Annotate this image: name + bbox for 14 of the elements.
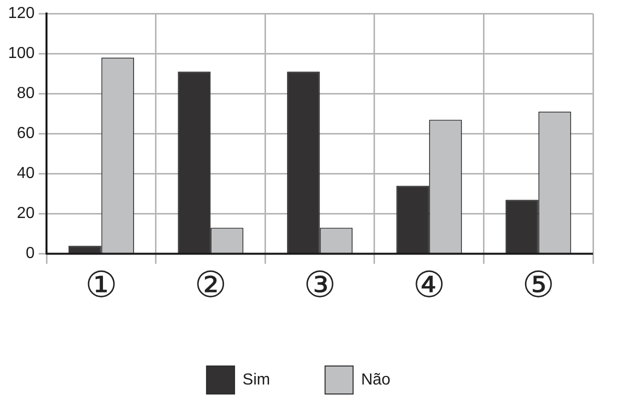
legend-label: Não [361, 371, 391, 388]
y-tick-label: 80 [16, 85, 35, 102]
y-tick-label: 120 [8, 5, 35, 22]
x-tick-label: ③ [304, 264, 336, 306]
legend-label: Sim [242, 371, 270, 388]
x-tick-label: ① [85, 264, 118, 306]
y-tick-label: 20 [16, 205, 35, 222]
x-tick-label: ⑤ [522, 264, 555, 306]
y-tick-label: 40 [16, 165, 35, 182]
y-tick-label: 100 [8, 45, 35, 62]
x-tick-label: ④ [412, 264, 446, 306]
x-tick-label: ② [194, 264, 227, 306]
y-tick-label: 0 [26, 245, 35, 262]
y-tick-label: 60 [16, 125, 35, 142]
